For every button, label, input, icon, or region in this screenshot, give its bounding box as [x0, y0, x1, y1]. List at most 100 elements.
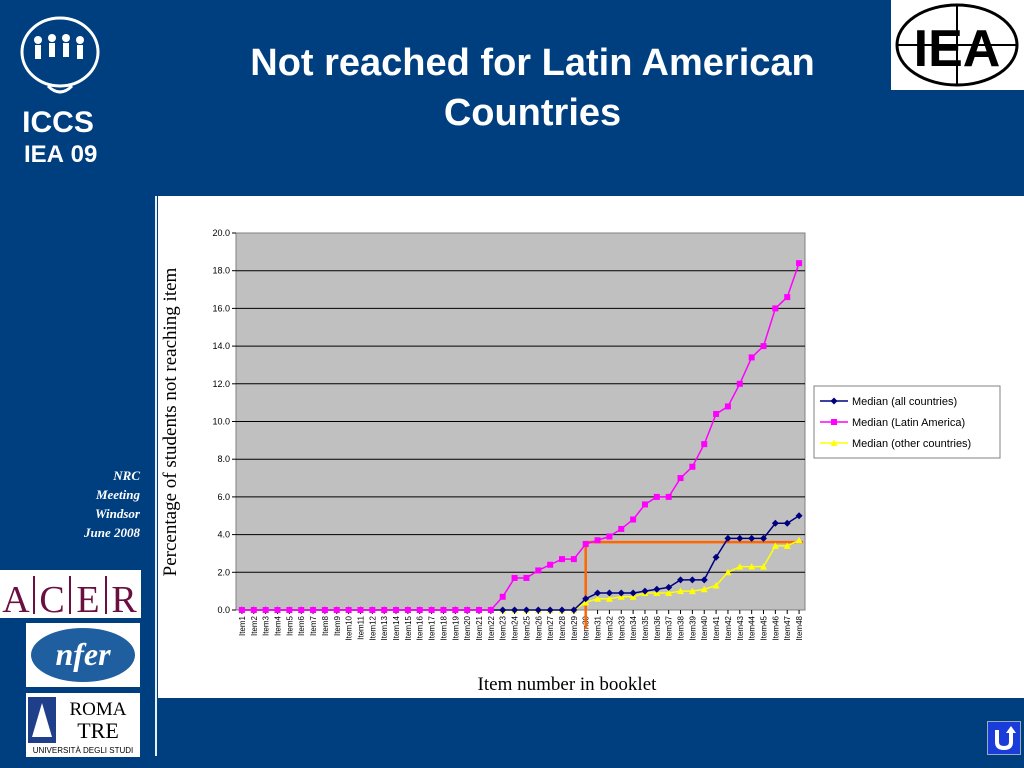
data-point — [760, 563, 768, 570]
slide-title: Not reached for Latin American Countries — [170, 38, 895, 138]
data-point — [712, 581, 720, 589]
x-tick-label: Item27 — [546, 615, 555, 640]
meeting-note-line: Windsor — [94, 506, 140, 521]
data-point — [476, 607, 483, 613]
iea-logo: IEA — [891, 0, 1024, 90]
data-point — [381, 607, 388, 613]
people-icon — [34, 34, 84, 59]
slide-title-line-1: Not reached for Latin American — [250, 42, 815, 84]
data-point — [274, 607, 281, 613]
data-point — [630, 516, 637, 523]
iccs-globe-icon — [20, 16, 100, 88]
data-point — [605, 595, 613, 602]
iccs-logo-text: ICCS — [22, 106, 94, 139]
data-point — [523, 574, 530, 581]
x-tick-label: Item11 — [356, 615, 365, 639]
meeting-note-line: Meeting — [95, 487, 140, 502]
slide-divider — [155, 196, 157, 756]
data-point — [665, 493, 672, 500]
data-point — [570, 556, 577, 563]
data-point — [771, 519, 779, 527]
x-tick-label: Item14 — [392, 615, 401, 640]
data-point — [831, 419, 837, 425]
y-tick-label: 18.0 — [212, 266, 230, 276]
gridlines — [236, 270, 805, 573]
acer-logo: A C E R — [0, 570, 141, 621]
return-arrow-icon — [995, 726, 1016, 751]
data-point — [700, 585, 708, 593]
x-tick-label: Item5 — [285, 615, 294, 636]
return-nav-button[interactable] — [987, 721, 1021, 755]
x-tick-label: Item15 — [404, 615, 413, 640]
x-tick-label: Item2 — [250, 615, 259, 636]
x-tick-label: Item44 — [748, 615, 757, 640]
data-point — [582, 541, 589, 548]
x-tick-label: Item46 — [771, 615, 780, 640]
nfer-logo: nfer — [26, 623, 140, 687]
data-point — [641, 587, 649, 595]
x-tick-label: Item47 — [783, 615, 792, 640]
x-tick-label: Item4 — [273, 615, 282, 636]
legend-entry: Median (Latin America) — [852, 417, 965, 429]
data-point — [440, 607, 447, 613]
data-point — [748, 354, 755, 361]
meeting-note-line: NRC — [113, 468, 140, 483]
data-point — [452, 607, 459, 613]
x-tick-label: Item3 — [262, 615, 271, 636]
data-point — [499, 593, 506, 600]
data-point — [830, 439, 838, 446]
roma-university-text: UNIVERSITÀ DEGLI STUDI — [33, 746, 133, 755]
not-reached-chart: 0.02.04.06.08.010.012.014.016.018.020.0 … — [160, 228, 1001, 695]
y-tick-label: 16.0 — [212, 303, 230, 313]
x-tick-label: Item48 — [795, 615, 804, 640]
data-point — [582, 595, 590, 603]
acer-letter: R — [111, 579, 137, 618]
x-tick-label: Item17 — [428, 615, 437, 640]
roma-logo-text: ROMA — [69, 699, 126, 720]
data-point — [796, 260, 803, 267]
y-tick-label: 14.0 — [212, 341, 230, 351]
y-tick-label: 2.0 — [217, 567, 230, 577]
data-point — [357, 607, 364, 613]
data-point — [653, 585, 661, 593]
iea-logo-text: IEA — [914, 20, 1001, 78]
y-tick-label: 20.0 — [212, 228, 230, 238]
iccs-logo: ICCS IEA 09 — [8, 10, 108, 170]
data-point — [653, 589, 661, 597]
x-tick-label: Item36 — [653, 615, 662, 640]
data-point — [511, 574, 518, 581]
data-point — [641, 501, 648, 508]
x-tick-label: Item23 — [499, 615, 508, 640]
chart-panel: 0.0 2.0 4.0 6.0 8.0 10.0 12.0 14.0 16.0 18.0 20.0 … — [158, 196, 1024, 698]
y-tick-label: 12.0 — [212, 379, 230, 389]
data-point — [582, 598, 590, 606]
y-tick-label: 6.0 — [217, 492, 230, 502]
x-tick-label: Item6 — [297, 615, 306, 636]
data-point — [333, 607, 340, 613]
data-point — [238, 607, 245, 613]
data-point — [286, 607, 293, 613]
x-tick-label: Item39 — [688, 615, 697, 640]
x-tick-label: Item32 — [605, 615, 614, 640]
data-point — [547, 561, 554, 568]
acer-letter: E — [76, 579, 99, 618]
data-point — [760, 534, 768, 542]
data-point — [724, 534, 732, 542]
x-tick-label: Item31 — [594, 615, 603, 640]
acer-letter: A — [2, 579, 30, 618]
x-tick-label: Item33 — [617, 615, 626, 640]
x-tick-label: Item1 — [238, 615, 247, 636]
data-point — [404, 607, 411, 613]
y-tick-label: 10.0 — [212, 417, 230, 427]
x-tick-label: Item21 — [475, 615, 484, 640]
data-point — [499, 606, 507, 614]
x-tick-label: Item35 — [641, 615, 650, 640]
data-point — [618, 525, 625, 532]
data-point — [724, 568, 732, 576]
x-tick-label: Item26 — [534, 615, 543, 640]
data-point — [748, 563, 756, 570]
data-point — [795, 536, 803, 544]
data-point — [416, 607, 423, 613]
chart-legend: Median (all countries) Median (Latin Amer… — [813, 385, 1001, 459]
nfer-logo-text: nfer — [55, 636, 111, 672]
